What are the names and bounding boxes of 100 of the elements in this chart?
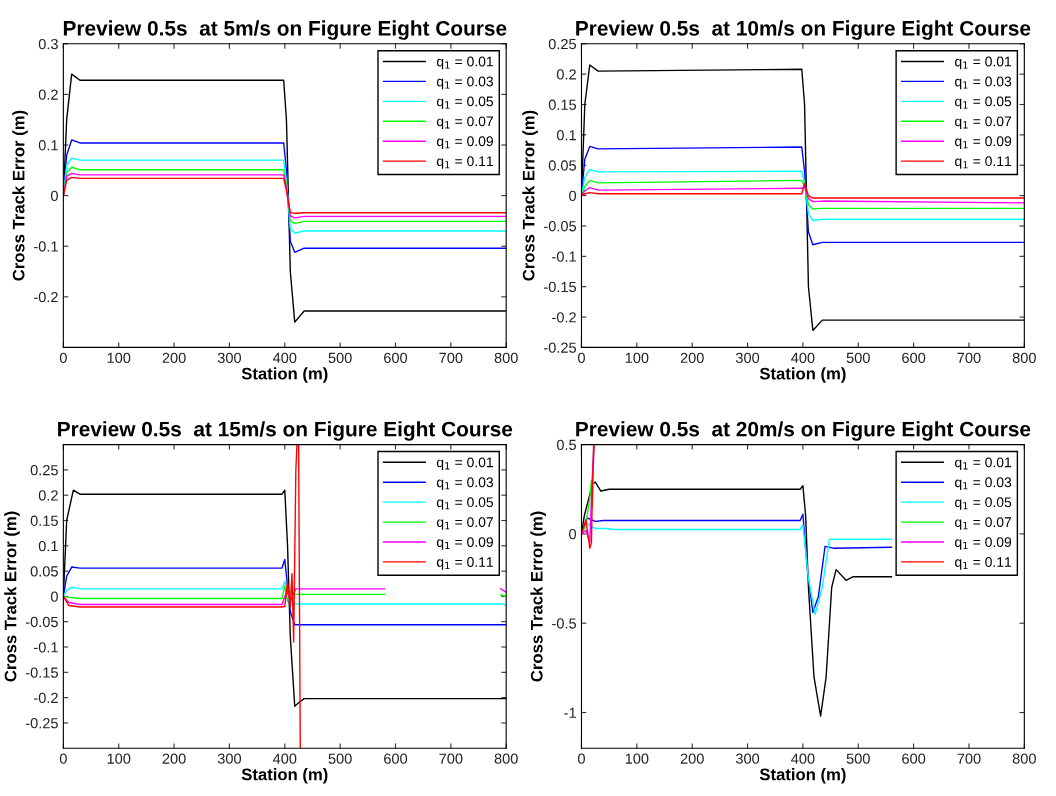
y-tick-label: 0 bbox=[50, 591, 58, 602]
y-tick-label: 0.3 bbox=[38, 38, 58, 50]
y-tick-label: -0.1 bbox=[34, 241, 58, 252]
legend-label: q$_{1}$ = 0.07 bbox=[436, 116, 493, 129]
x-tick-label: 100 bbox=[107, 753, 131, 764]
x-tick-label: 400 bbox=[272, 753, 297, 764]
x-axis-title: Station (m) bbox=[759, 367, 846, 383]
x-axis-title: Station (m) bbox=[241, 768, 328, 784]
x-tick-label: 700 bbox=[957, 753, 981, 764]
x-tick-label: 500 bbox=[846, 753, 870, 764]
x-tick-label: 700 bbox=[957, 352, 981, 363]
y-tick-label: -0.1 bbox=[34, 642, 58, 653]
y-tick-label: 0.2 bbox=[38, 490, 58, 501]
legend-label: q$_{1}$ = 0.03 bbox=[955, 477, 1012, 490]
x-tick-label: 0 bbox=[59, 753, 67, 764]
x-tick-label: 400 bbox=[272, 352, 297, 363]
y-tick-label: -1 bbox=[564, 707, 576, 718]
x-tick-label: 0 bbox=[578, 753, 585, 764]
legend-label: q$_{1}$ = 0.05 bbox=[436, 96, 494, 110]
chart-title: Preview 0.5s at 5m/s on Figure Eight Course bbox=[63, 20, 507, 40]
y-tick-label: -0.2 bbox=[34, 291, 58, 303]
x-tick-label: 300 bbox=[217, 753, 242, 764]
legend-label: q$_{1}$ = 0.05 bbox=[436, 497, 494, 510]
legend-label: q$_{1}$ = 0.05 bbox=[955, 96, 1012, 110]
chart-title: Preview 0.5s at 15m/s on Figure Eight Course bbox=[58, 421, 513, 441]
legend-label: q$_{1}$ = 0.03 bbox=[955, 76, 1012, 90]
y-tick-label: -0.2 bbox=[552, 312, 576, 323]
x-axis-title: Station (m) bbox=[759, 768, 846, 784]
legend-label: q$_{1}$ = 0.11 bbox=[436, 156, 493, 169]
line-series bbox=[63, 157, 507, 234]
y-tick-label: 0.05 bbox=[548, 160, 577, 171]
x-tick-label: 700 bbox=[439, 753, 463, 764]
x-tick-label: 600 bbox=[384, 352, 408, 363]
legend-label: q$_{1}$ = 0.09 bbox=[955, 537, 1012, 550]
y-tick-label: 0.15 bbox=[30, 515, 58, 526]
x-tick-label: 800 bbox=[494, 352, 518, 363]
x-tick-label: 0 bbox=[578, 352, 585, 363]
y-tick-label: 0 bbox=[50, 190, 58, 202]
x-axis-title: Station (m) bbox=[241, 367, 328, 383]
y-tick-label: 0 bbox=[569, 190, 577, 202]
x-tick-label: 500 bbox=[846, 352, 870, 363]
y-tick-label: 0.1 bbox=[556, 129, 576, 141]
y-axis-title: Cross Track Error (m) bbox=[12, 110, 28, 281]
line-series bbox=[581, 185, 1025, 204]
line-series bbox=[581, 179, 1025, 210]
x-tick-label: 200 bbox=[680, 753, 704, 764]
x-tick-label: 500 bbox=[328, 753, 352, 764]
x-tick-label: 300 bbox=[735, 753, 760, 764]
y-tick-label: 0.25 bbox=[548, 38, 577, 50]
y-tick-label: 0.2 bbox=[38, 89, 58, 100]
x-tick-label: 100 bbox=[625, 352, 649, 363]
chart-title: Preview 0.5s at 20m/s on Figure Eight Course bbox=[576, 421, 1031, 441]
x-tick-label: 100 bbox=[107, 352, 131, 363]
y-axis-title: Cross Track Error (m) bbox=[4, 511, 20, 682]
legend-label: q$_{1}$ = 0.07 bbox=[955, 517, 1012, 530]
legend-label: q$_{1}$ = 0.11 bbox=[955, 156, 1012, 169]
y-axis-title: Cross Track Error (m) bbox=[522, 110, 538, 281]
legend-label: q$_{1}$ = 0.07 bbox=[955, 116, 1012, 129]
x-tick-label: 600 bbox=[384, 753, 408, 764]
y-axis-title: Cross Track Error (m) bbox=[530, 511, 546, 682]
x-tick-label: 800 bbox=[494, 753, 518, 764]
y-tick-label: 0.5 bbox=[556, 439, 577, 451]
x-tick-label: 600 bbox=[902, 352, 926, 363]
y-tick-label: 0.1 bbox=[38, 540, 58, 552]
legend-label: q$_{1}$ = 0.09 bbox=[436, 136, 493, 149]
y-tick-label: 0.1 bbox=[38, 140, 58, 151]
y-tick-label: -0.15 bbox=[25, 667, 58, 678]
y-tick-label: -0.05 bbox=[544, 221, 577, 232]
x-tick-label: 600 bbox=[902, 753, 926, 764]
line-series bbox=[63, 558, 507, 626]
x-tick-label: 0 bbox=[59, 352, 67, 363]
x-tick-label: 100 bbox=[625, 753, 649, 764]
y-tick-label: -0.5 bbox=[552, 618, 577, 629]
legend-label: q$_{1}$ = 0.01 bbox=[436, 457, 493, 471]
x-tick-label: 200 bbox=[162, 352, 186, 363]
x-tick-label: 500 bbox=[328, 352, 352, 363]
legend-label: q$_{1}$ = 0.03 bbox=[436, 76, 494, 90]
x-tick-label: 800 bbox=[1012, 352, 1036, 363]
x-tick-label: 400 bbox=[791, 753, 815, 764]
legend-label: q$_{1}$ = 0.03 bbox=[436, 477, 494, 490]
legend-label: q$_{1}$ = 0.01 bbox=[955, 56, 1012, 70]
line-series bbox=[63, 580, 507, 607]
legend-label: q$_{1}$ = 0.05 bbox=[955, 497, 1012, 510]
legend-label: q$_{1}$ = 0.11 bbox=[436, 557, 493, 570]
legend-label: q$_{1}$ = 0.07 bbox=[436, 517, 493, 530]
y-tick-label: 0.25 bbox=[30, 465, 58, 476]
line-series bbox=[581, 168, 1025, 222]
y-tick-label: -0.25 bbox=[25, 718, 58, 729]
legend-label: q$_{1}$ = 0.01 bbox=[955, 457, 1012, 471]
y-tick-label: -0.15 bbox=[544, 281, 577, 293]
line-series bbox=[581, 182, 1025, 199]
x-tick-label: 200 bbox=[680, 352, 704, 363]
y-tick-label: -0.1 bbox=[552, 251, 576, 262]
legend-label: q$_{1}$ = 0.11 bbox=[955, 557, 1012, 570]
chart-title: Preview 0.5s at 10m/s on Figure Eight Course bbox=[576, 20, 1031, 40]
x-tick-label: 300 bbox=[217, 352, 242, 363]
x-tick-label: 400 bbox=[791, 352, 815, 363]
y-tick-label: 0.15 bbox=[548, 99, 577, 110]
y-tick-label: 0.05 bbox=[30, 566, 58, 577]
y-tick-label: 0.2 bbox=[556, 69, 576, 80]
